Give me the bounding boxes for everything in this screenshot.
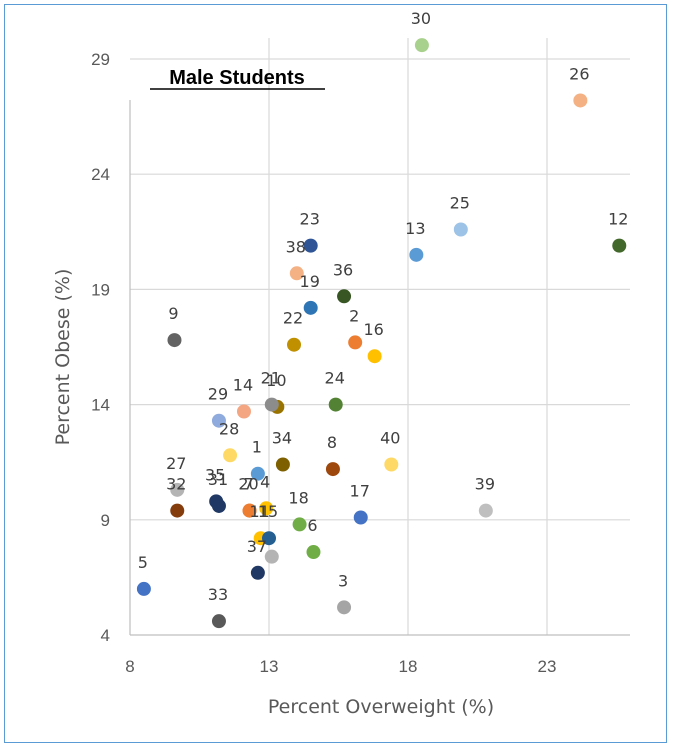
data-label: 40: [380, 429, 400, 448]
x-tick-label: 8: [125, 657, 134, 676]
data-point: [453, 222, 468, 237]
data-label: 27: [166, 454, 186, 473]
data-point: [367, 349, 382, 364]
data-point: [325, 462, 340, 477]
data-point: [292, 517, 307, 532]
data-points: [136, 38, 627, 629]
data-label: 1: [252, 438, 262, 457]
data-point: [209, 494, 224, 509]
data-point: [250, 466, 265, 481]
y-tick-label: 4: [101, 626, 110, 645]
data-point: [211, 614, 226, 629]
data-label: 18: [288, 488, 308, 507]
data-label: 39: [475, 475, 495, 494]
data-label: 28: [219, 419, 239, 438]
data-label: 34: [272, 429, 292, 448]
point-labels: 1234567891011121314151617181920212223242…: [138, 9, 629, 604]
data-point: [303, 238, 318, 253]
data-point: [289, 266, 304, 281]
data-point: [264, 397, 279, 412]
data-label: 3: [338, 571, 348, 590]
x-axis-title: Percent Overweight (%): [268, 696, 494, 718]
y-tick-label: 24: [91, 165, 110, 184]
data-label: 20: [238, 475, 258, 494]
data-label: 10: [266, 371, 286, 390]
data-label: 12: [608, 210, 628, 229]
data-point: [337, 289, 352, 304]
data-point: [242, 503, 257, 518]
x-tick-label: 13: [260, 657, 279, 676]
data-label: 26: [569, 64, 589, 83]
data-point: [170, 482, 185, 497]
y-axis-title: Percent Obese (%): [52, 269, 74, 446]
y-tick-label: 19: [91, 280, 110, 299]
data-label: 21: [261, 369, 281, 388]
data-point: [414, 38, 429, 53]
data-label: 11: [249, 502, 269, 521]
data-point: [236, 404, 251, 419]
data-label: 35: [205, 465, 225, 484]
data-label: 19: [300, 272, 320, 291]
data-label: 17: [350, 481, 370, 500]
y-tick-label: 14: [91, 396, 110, 415]
data-label: 6: [307, 516, 317, 535]
data-point: [287, 337, 302, 352]
x-tick-label: 18: [399, 657, 418, 676]
data-label: 33: [208, 585, 228, 604]
data-point: [262, 531, 276, 546]
data-point: [328, 397, 343, 412]
data-point: [264, 549, 279, 564]
data-label: 5: [138, 553, 148, 572]
data-point: [353, 510, 368, 525]
data-label: 22: [283, 309, 303, 328]
data-point: [303, 300, 318, 315]
data-label: 30: [411, 9, 431, 28]
data-point: [337, 600, 352, 615]
data-point: [211, 413, 226, 428]
data-label: 2: [349, 306, 359, 325]
data-label: 15: [258, 502, 278, 521]
chart-frame: [4, 4, 667, 743]
data-point: [612, 238, 627, 253]
data-point: [170, 503, 185, 518]
data-point: [275, 457, 290, 472]
data-label: 16: [363, 320, 383, 339]
data-label: 29: [208, 385, 228, 404]
chart-title: Male Students: [169, 67, 305, 89]
data-label: 36: [333, 260, 353, 279]
data-label: 24: [325, 369, 345, 388]
data-point: [136, 581, 151, 596]
data-point: [478, 503, 493, 518]
data-label: 23: [300, 210, 320, 229]
data-point: [306, 545, 321, 560]
data-point: [409, 247, 424, 262]
data-label: 8: [327, 433, 337, 452]
data-label: 14: [233, 376, 253, 395]
data-label: 7: [243, 475, 253, 494]
data-point: [223, 448, 238, 463]
data-point: [573, 93, 588, 108]
data-label: 13: [405, 219, 425, 238]
data-label: 32: [166, 475, 186, 494]
data-label: 37: [247, 537, 267, 556]
data-label: 9: [168, 304, 178, 323]
axes: [129, 100, 630, 636]
data-label: 38: [286, 237, 306, 256]
y-tick-label: 9: [101, 511, 110, 530]
data-point: [259, 501, 274, 516]
data-point: [348, 335, 363, 350]
data-label: 4: [260, 472, 270, 491]
x-tick-label: 23: [538, 657, 557, 676]
data-label: 31: [208, 470, 228, 489]
data-label: 25: [450, 193, 470, 212]
y-tick-label: 29: [91, 50, 110, 69]
data-point: [167, 333, 182, 348]
data-point: [250, 565, 265, 580]
data-point: [384, 457, 399, 472]
